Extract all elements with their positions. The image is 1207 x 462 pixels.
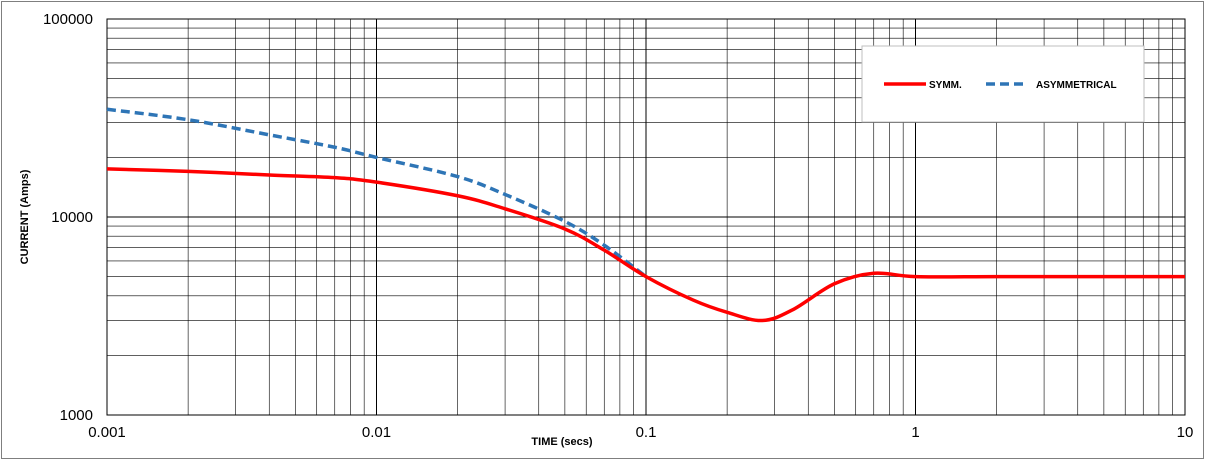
y-tick-label: 10000 [51,209,93,226]
series-layer [106,107,1185,323]
series-line-asymmetrical [106,107,648,278]
x-tick-label: 0.001 [88,424,126,441]
legend: SYMM. ASYMMETRICAL [861,45,1145,123]
x-axis-label: TIME (secs) [531,436,592,448]
x-tick-label: 0.1 [636,424,657,441]
x-axis-ticks: 0.001 0.01 0.1 1 10 [88,424,1193,441]
series-line-symm [106,167,1185,323]
y-axis-label: CURRENT (Amps) [19,169,31,264]
legend-label-symm: SYMM. [929,80,962,91]
y-tick-label: 1000 [60,407,93,424]
y-axis-ticks: 1000 10000 100000 [43,11,93,424]
plot-area [106,18,1186,416]
x-tick-label: 0.01 [362,424,391,441]
y-tick-label: 100000 [43,11,93,28]
legend-label-asymmetrical: ASYMMETRICAL [1036,80,1117,91]
x-tick-label: 1 [911,424,919,441]
x-tick-label: 10 [1177,424,1194,441]
